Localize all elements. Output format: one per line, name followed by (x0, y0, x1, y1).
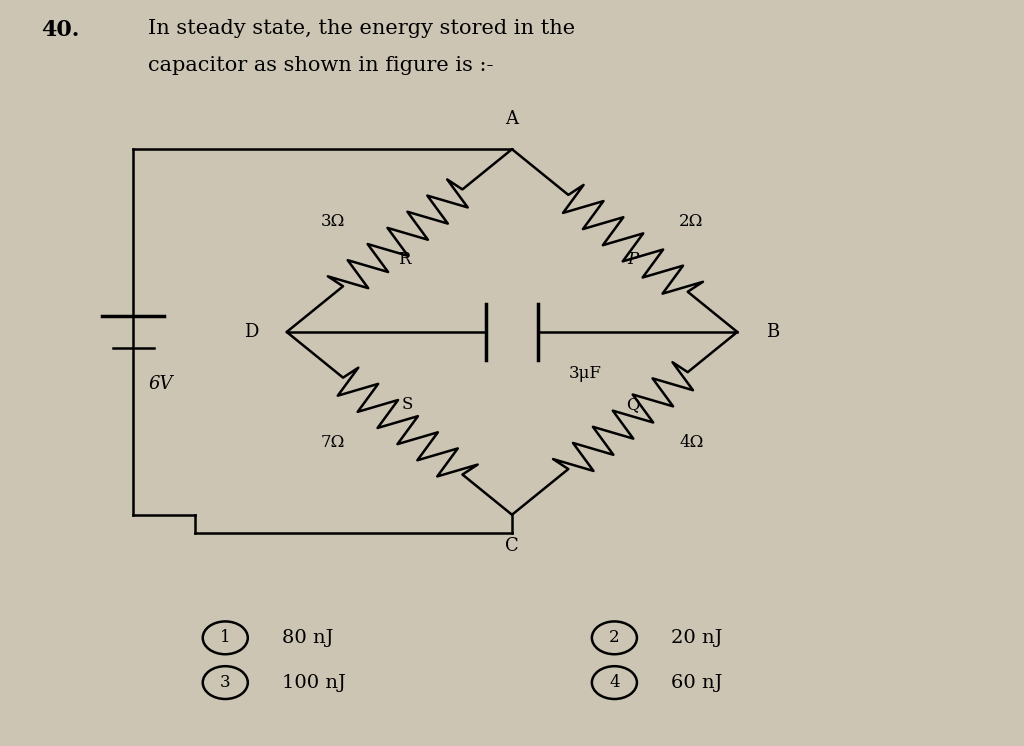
Text: R: R (398, 251, 411, 268)
Text: 60 nJ: 60 nJ (671, 674, 722, 692)
Text: 6V: 6V (148, 375, 173, 393)
Text: 3: 3 (220, 674, 230, 691)
Text: 7Ω: 7Ω (321, 433, 345, 451)
Text: 100 nJ: 100 nJ (282, 674, 345, 692)
Text: 4Ω: 4Ω (679, 433, 703, 451)
Text: In steady state, the energy stored in the: In steady state, the energy stored in th… (148, 19, 575, 37)
Text: A: A (506, 110, 518, 128)
Text: S: S (401, 396, 414, 413)
Text: 80 nJ: 80 nJ (282, 629, 333, 647)
Text: 3Ω: 3Ω (321, 213, 345, 231)
Text: 2Ω: 2Ω (679, 213, 703, 231)
Text: C: C (505, 537, 519, 555)
Text: 1: 1 (220, 630, 230, 646)
Text: P: P (628, 251, 638, 268)
Text: 20 nJ: 20 nJ (671, 629, 722, 647)
Text: capacitor as shown in figure is :-: capacitor as shown in figure is :- (148, 56, 494, 75)
Text: B: B (766, 323, 779, 341)
Text: 4: 4 (609, 674, 620, 691)
Text: 40.: 40. (41, 19, 79, 40)
Text: 3μF: 3μF (568, 365, 601, 381)
Text: Q: Q (626, 396, 640, 413)
Text: D: D (244, 323, 258, 341)
Text: 2: 2 (609, 630, 620, 646)
